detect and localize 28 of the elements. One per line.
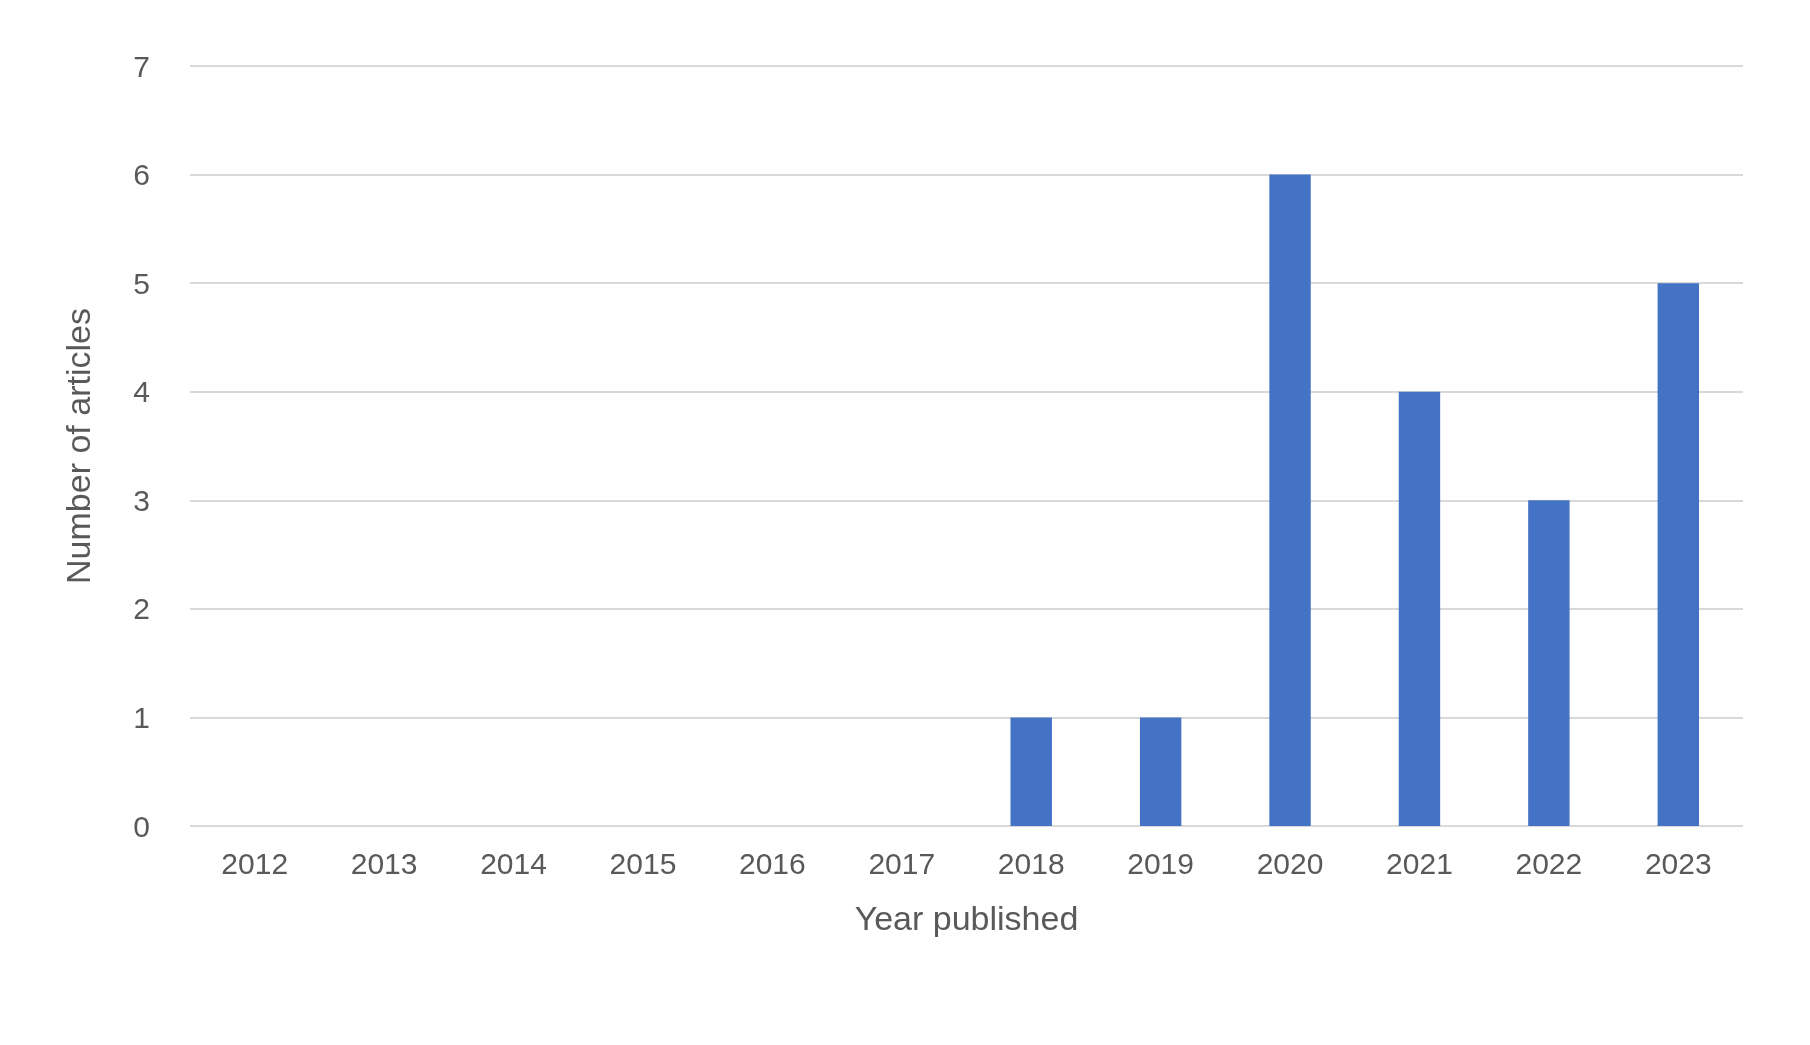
bar (1010, 717, 1052, 826)
x-tick-label: 2015 (609, 846, 677, 880)
y-tick-label: 4 (133, 375, 150, 409)
x-tick-label: 2018 (997, 846, 1065, 880)
bar (1269, 174, 1311, 826)
y-tick-label: 5 (133, 266, 150, 300)
y-tick-label: 3 (133, 483, 150, 517)
y-tick-label: 1 (133, 700, 150, 734)
bar (1139, 717, 1182, 826)
y-axis-title: Number of articles (59, 308, 97, 584)
x-tick-label: 2021 (1386, 846, 1453, 880)
x-tick-label: 2017 (868, 846, 936, 880)
x-tick-label: 2020 (1256, 846, 1324, 880)
x-tick-label: 2014 (480, 846, 547, 880)
x-tick-label: 2022 (1515, 846, 1583, 880)
bar (1528, 500, 1570, 826)
x-tick-label: 2012 (221, 846, 289, 880)
y-tick-label: 0 (133, 809, 150, 843)
x-axis-title: Year published (854, 899, 1079, 937)
y-tick-label: 7 (133, 49, 150, 83)
x-tick-label: 2016 (739, 846, 806, 880)
y-tick-label: 6 (133, 158, 150, 192)
x-tick-label: 2023 (1644, 846, 1712, 880)
y-tick-label: 2 (133, 592, 150, 626)
x-tick-label: 2019 (1127, 846, 1194, 880)
x-tick-label: 2013 (350, 846, 418, 880)
bar (1398, 391, 1441, 826)
bar (1657, 283, 1699, 826)
